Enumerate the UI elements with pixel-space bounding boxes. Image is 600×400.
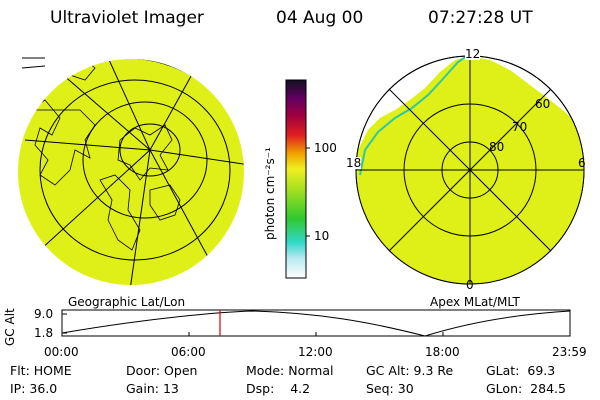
app-title: Ultraviolet Imager [50,8,204,28]
altitude-plot [61,309,571,337]
altitude-xtick-0: 00:00 [44,345,79,359]
mlt-label-18: 18 [346,156,362,170]
altitude-ytick-low: 1.8 [34,326,54,340]
info-dsp: Dsp: 4.2 [246,381,311,396]
info-gc-alt: GC Alt: 9.3 Re [366,363,454,378]
info-glon: GLon: 284.5 [486,381,566,396]
colorbar-label: photon cm⁻²s⁻¹ [263,147,277,240]
date-readout: 04 Aug 00 [276,8,364,28]
altitude-xtick-1: 06:00 [171,345,206,359]
lat-lon-grid [18,59,244,285]
info-mode: Mode: Normal [246,363,334,378]
polar-image [355,55,585,285]
mlat-grid [355,55,585,285]
time-readout: 07:27:28 UT [428,8,533,28]
info-glat: GLat: 69.3 [486,363,556,378]
info-gain: Gain: 13 [126,381,179,396]
mlat-label-80: 80 [489,140,505,154]
altitude-xtick-4: 23:59 [552,345,587,359]
altitude-xtick-2: 12:00 [298,345,333,359]
colorbar-tick-10: 10 [314,229,330,243]
altitude-curve [61,310,571,337]
info-flt: Flt: HOME [10,363,72,378]
mlt-label-12: 12 [465,47,481,61]
altitude-ytick-high: 9.0 [34,307,54,321]
mlt-label-0: 0 [466,278,474,292]
colorbar-tick-100: 100 [314,141,337,155]
info-seq: Seq: 30 [366,381,414,396]
altitude-xtick-3: 18:00 [425,345,460,359]
mlat-label-70: 70 [512,120,528,134]
altitude-ylabel: GC Alt [3,308,17,346]
geo-caption: Geographic Lat/Lon [68,295,186,309]
mlat-label-60: 60 [535,97,551,111]
colorbar [285,79,310,279]
geographic-image [18,57,244,285]
mlt-label-6: 6 [578,156,586,170]
info-ip: IP: 36.0 [10,381,58,396]
polar-caption: Apex MLat/MLT [430,295,520,309]
info-door: Door: Open [126,363,198,378]
